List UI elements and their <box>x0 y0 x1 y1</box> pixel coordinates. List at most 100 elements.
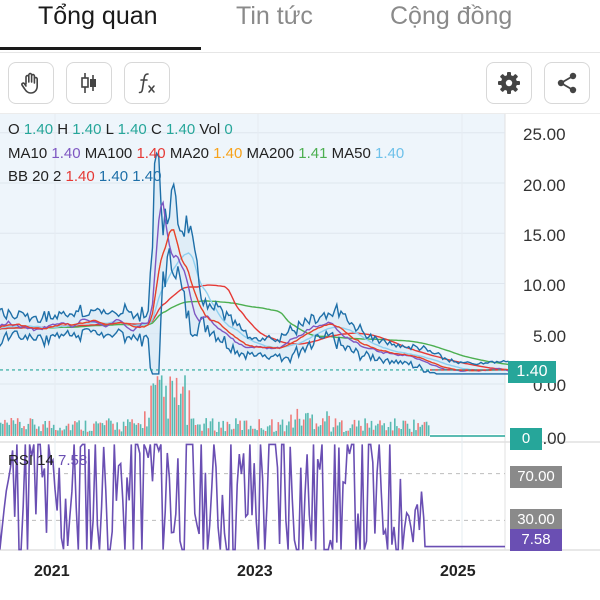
volume-bar <box>241 430 243 436</box>
volume-bar <box>279 424 282 436</box>
ma50-value: 1.40 <box>374 145 405 162</box>
share-button[interactable] <box>544 62 590 104</box>
volume-bar <box>264 431 267 436</box>
price-tick: 25.00 <box>523 125 566 144</box>
volume-bar <box>252 428 254 436</box>
volume-bar <box>48 420 51 436</box>
volume-bar <box>370 420 373 436</box>
ma20-label: MA20 <box>169 145 209 162</box>
volume-bar <box>194 425 197 436</box>
bb-label: BB 20 2 <box>8 168 62 185</box>
volume-bar <box>186 424 188 436</box>
volume-bar <box>230 429 233 436</box>
close-label: C <box>150 121 162 138</box>
volume-bar <box>52 424 55 436</box>
volume-bar <box>158 379 161 436</box>
volume-bar <box>372 429 375 436</box>
indicators-button[interactable] <box>124 62 170 104</box>
time-label: 2025 <box>440 563 476 580</box>
bb-legend: BB 20 2 1.40 1.40 1.40 <box>8 168 162 186</box>
volume-bar <box>6 422 8 436</box>
volume-bar <box>254 428 256 436</box>
volume-bar <box>139 424 142 436</box>
volume-bar <box>80 429 82 436</box>
ma200-label: MA200 <box>246 145 295 162</box>
bb-upper-value: 1.40 <box>98 168 129 185</box>
volume-bar <box>12 420 15 436</box>
volume-bar <box>201 430 203 436</box>
price-chart[interactable] <box>0 114 600 600</box>
chart-type-button[interactable] <box>66 62 112 104</box>
volume-bar <box>122 421 125 436</box>
volume-bar <box>25 429 27 436</box>
tab-news[interactable]: Tin tức <box>236 2 313 30</box>
bollinger-lower-line <box>0 248 513 375</box>
last-price-badge: 1.40 <box>508 361 556 383</box>
rsi-label: RSI 14 <box>8 452 54 469</box>
ma10-value: 1.40 <box>51 145 81 162</box>
volume-bar <box>226 421 229 436</box>
volume-bar <box>35 428 38 436</box>
volume-bar <box>216 432 218 436</box>
volume-bar <box>69 430 72 436</box>
volume-bar <box>46 427 49 436</box>
volume-bar <box>209 421 212 436</box>
drag-mode-button[interactable] <box>8 62 54 104</box>
volume-bar <box>141 428 144 436</box>
volume-bar <box>110 420 112 436</box>
volume-bar <box>322 418 324 436</box>
volume-bar <box>374 425 377 436</box>
ma200-value: 1.41 <box>298 145 328 162</box>
low-label: L <box>105 121 114 138</box>
volume-bar <box>277 422 280 436</box>
volume-bar <box>396 426 398 436</box>
volume-bar <box>165 385 167 436</box>
volume-bar <box>207 428 210 436</box>
tab-community[interactable]: Cộng đồng <box>390 2 513 30</box>
volume-bar <box>228 424 231 436</box>
volume-bar <box>379 420 381 436</box>
volume-bar <box>184 375 186 436</box>
rsi-line <box>0 443 505 551</box>
volume-bar <box>285 425 288 436</box>
volume-bar <box>262 429 265 436</box>
volume-bar <box>78 420 80 436</box>
volume-bar <box>309 418 311 436</box>
volume-bar <box>192 418 195 436</box>
volume-bar <box>305 413 307 436</box>
tab-overview[interactable]: Tổng quan <box>38 2 158 30</box>
volume-bar <box>67 423 70 436</box>
volume-bar <box>108 418 110 436</box>
volume-bar <box>10 418 13 436</box>
volume-bar <box>334 418 337 436</box>
volume-bar <box>120 431 123 436</box>
volume-bar <box>112 423 114 436</box>
volume-bar <box>171 380 174 436</box>
rsi-oversold-badge: 30.00 <box>510 509 562 531</box>
tab-bar: Tổng quan Tin tức Cộng đồng <box>0 0 600 53</box>
settings-button[interactable] <box>486 62 532 104</box>
volume-bar <box>324 421 326 436</box>
volume-bar <box>336 425 339 436</box>
volume-bar <box>16 418 19 436</box>
volume-bar <box>404 420 407 436</box>
volume-bar <box>349 428 352 436</box>
price-panel-background <box>0 114 505 434</box>
volume-bar <box>220 427 222 436</box>
rsi-legend: RSI 14 7.58 <box>8 452 87 470</box>
volume-bar <box>93 423 95 436</box>
volume-bar <box>315 423 318 436</box>
ma100-label: MA100 <box>84 145 133 162</box>
volume-bar <box>410 431 413 436</box>
volume-bar <box>296 408 299 436</box>
volume-value: 0 <box>224 121 233 138</box>
active-tab-indicator <box>0 47 201 50</box>
volume-bar <box>351 424 354 436</box>
volume-bar <box>300 425 303 436</box>
volume-bar <box>8 424 10 436</box>
volume-bar <box>311 414 313 436</box>
volume-bar <box>99 422 102 436</box>
volume-bar <box>118 429 121 436</box>
volume-bar <box>105 420 108 436</box>
volume-bar <box>400 429 402 436</box>
